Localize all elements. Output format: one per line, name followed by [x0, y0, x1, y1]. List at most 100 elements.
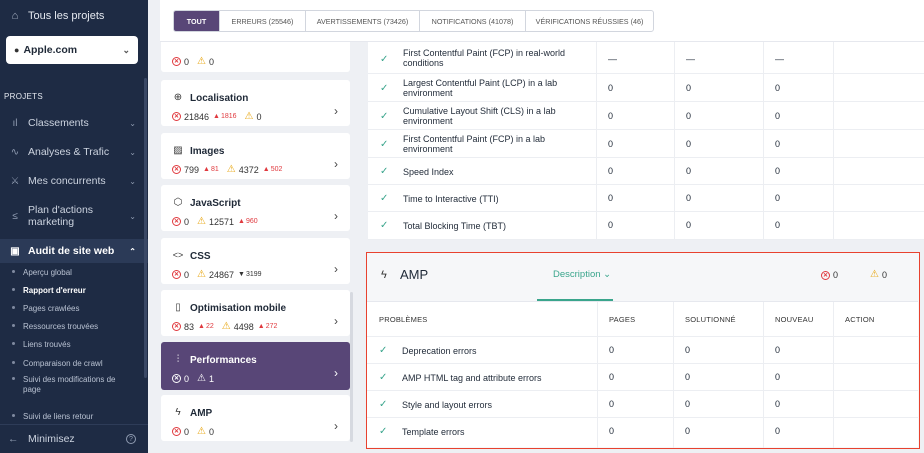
- category-css[interactable]: <> CSS ✕ 0 ⚠ 24867 ▼ 3199 ›: [161, 238, 350, 284]
- warning-icon: ⚠: [197, 269, 206, 280]
- sub-label: Pages crawlées: [23, 304, 80, 313]
- nav-concurrents[interactable]: ⚔ Mes concurrents ⌄: [0, 170, 148, 192]
- error-delta: 81: [210, 166, 219, 173]
- sub-suivi-liens[interactable]: Suivi de liens retour: [0, 412, 148, 422]
- category-localisation[interactable]: ⊕ Localisation ✕ 21846 ▲ 1816 ⚠ 0 ›: [161, 80, 350, 126]
- chevron-down-icon: ⌄: [129, 118, 136, 128]
- nav-classements[interactable]: ıl Classements ⌄: [0, 112, 148, 134]
- amp-warning-count: ⚠ 0: [870, 269, 887, 280]
- tab-tout[interactable]: TOUT: [174, 11, 220, 31]
- new-value: 0: [775, 166, 781, 176]
- tab-notifications[interactable]: NOTIFICATIONS (41078): [420, 11, 526, 31]
- error-count: 799: [184, 164, 200, 175]
- description-toggle[interactable]: Description ⌄: [553, 269, 611, 280]
- warning-count: 0: [208, 56, 214, 67]
- error-icon: ✕: [172, 165, 181, 174]
- check-circle-icon: ✓: [379, 399, 388, 410]
- sub-liens[interactable]: Liens trouvés: [0, 340, 148, 350]
- solved-value: 0: [686, 111, 692, 121]
- category-performances[interactable]: ⫶ Performances ✕ 0 ⚠ 1 ›: [161, 342, 350, 390]
- nav-audit[interactable]: ▣ Audit de site web ⌃: [0, 239, 148, 263]
- new-value: 0: [775, 426, 781, 436]
- category-mobile[interactable]: ▯ Optimisation mobile ✕ 83 ▲ 22 ⚠ 4498 ▲ 272…: [161, 290, 350, 336]
- category-scrollbar[interactable]: [350, 292, 353, 442]
- error-icon: ✕: [172, 112, 181, 121]
- globe-icon: ⊕: [173, 92, 183, 103]
- sub-suivi-modifs[interactable]: Suivi des modifications de page: [0, 375, 130, 395]
- warning-icon: ⚠: [870, 269, 879, 280]
- sub-ressources[interactable]: Ressources trouvées: [0, 322, 148, 332]
- table-row[interactable]: ✓ Cumulative Layout Shift (CLS) in a lab…: [368, 102, 924, 130]
- nav-plan-actions[interactable]: ≤ Plan d'actions marketing ⌄: [0, 201, 148, 231]
- filter-bar: TOUT ERREURS (25546) AVERTISSEMENTS (734…: [160, 0, 924, 42]
- column-divider: [597, 302, 598, 448]
- error-count: 0: [184, 216, 190, 227]
- issue-label: First Contentful Paint (FCP) in real-wor…: [403, 48, 566, 68]
- header-pages[interactable]: PAGES: [609, 315, 636, 324]
- table-row[interactable]: ✓ Total Blocking Time (TBT) 0 0 0: [368, 212, 924, 240]
- sub-label: Liens trouvés: [23, 340, 71, 349]
- tab-erreurs[interactable]: ERREURS (25546): [220, 11, 306, 31]
- all-projects-link[interactable]: ⌂ Tous les projets: [0, 0, 148, 32]
- nav-analyses[interactable]: ∿ Analyses & Trafic ⌄: [0, 141, 148, 163]
- category-partial[interactable]: ✕ 0 ⚠ 0: [161, 42, 350, 72]
- warning-delta: 272: [265, 323, 278, 330]
- table-row[interactable]: ✓ Template errors 0 0 0: [367, 417, 918, 445]
- tab-avertissements[interactable]: AVERTISSEMENTS (73426): [306, 11, 420, 31]
- table-row[interactable]: ✓ First Contentful Paint (FCP) in real-w…: [368, 42, 924, 74]
- error-icon: ✕: [172, 57, 181, 66]
- category-stats: ✕ 0 ⚠ 1: [172, 373, 214, 384]
- increase-icon: ▲: [203, 166, 210, 173]
- warning-count: 12571: [208, 216, 235, 227]
- category-stats: ✕ 0 ⚠ 12571 ▲ 960: [172, 216, 258, 227]
- category-javascript[interactable]: ⬡ JavaScript ✕ 0 ⚠ 12571 ▲ 960 ›: [161, 185, 350, 231]
- chevron-down-icon: ⌄: [129, 211, 136, 221]
- check-circle-icon: ✓: [380, 139, 389, 150]
- check-circle-icon: ✓: [380, 111, 389, 122]
- category-name: JavaScript: [190, 198, 241, 209]
- minimize-label: Minimisez: [28, 433, 75, 445]
- check-circle-icon: ✓: [379, 372, 388, 383]
- table-row[interactable]: ✓ Deprecation errors 0 0 0: [367, 336, 918, 363]
- nav-label: Mes concurrents: [28, 175, 106, 187]
- table-row[interactable]: ✓ AMP HTML tag and attribute errors 0 0 …: [367, 363, 918, 390]
- header-new[interactable]: NOUVEAU: [775, 315, 814, 324]
- pages-value: 0: [609, 426, 615, 436]
- error-icon: ✕: [172, 217, 181, 226]
- error-icon: ✕: [172, 270, 181, 279]
- header-problems[interactable]: PROBLÈMES: [379, 315, 428, 324]
- help-icon[interactable]: ?: [126, 434, 136, 444]
- error-icon: ✕: [821, 270, 830, 280]
- pages-value: 0: [608, 111, 614, 121]
- table-row[interactable]: ✓ Style and layout errors 0 0 0: [367, 390, 918, 417]
- bullet-icon: [12, 324, 15, 328]
- amp-header: ϟ AMP Description ⌄ ✕ 0 ⚠ 0: [367, 253, 918, 301]
- sub-rapport[interactable]: Rapport d'erreur: [0, 286, 148, 296]
- increase-icon: ▲: [238, 218, 245, 225]
- solved-value: 0: [686, 83, 692, 93]
- category-images[interactable]: ▨ Images ✕ 799 ▲ 81 ⚠ 4372 ▲ 502 ›: [161, 133, 350, 179]
- issue-label: Largest Contentful Paint (LCP) in a lab …: [403, 78, 558, 98]
- sub-apercu[interactable]: Aperçu global: [0, 268, 148, 278]
- sub-pages[interactable]: Pages crawlées: [0, 304, 148, 314]
- site-selector[interactable]: ● Apple.com ⌄: [6, 36, 138, 64]
- category-stats: ✕ 0 ⚠ 0: [172, 426, 214, 437]
- table-row[interactable]: ✓ Time to Interactive (TTI) 0 0 0: [368, 185, 924, 212]
- sliders-icon: ⫶: [176, 354, 180, 365]
- header-solved[interactable]: SOLUTIONNÉ: [685, 315, 736, 324]
- bullet-icon: [12, 342, 15, 346]
- table-row[interactable]: ✓ First Contentful Paint (FCP) in a lab …: [368, 130, 924, 158]
- tab-verifications[interactable]: VÉRIFICATIONS RÉUSSIES (46): [535, 16, 644, 26]
- chevron-right-icon: ›: [334, 157, 338, 171]
- sidebar-scrollbar[interactable]: [144, 78, 147, 378]
- arrow-left-icon: ←: [8, 433, 19, 445]
- category-amp[interactable]: ϟ AMP ✕ 0 ⚠ 0 ›: [161, 395, 350, 441]
- minimize-button[interactable]: ← Minimisez ?: [0, 424, 148, 453]
- table-row[interactable]: ✓ Largest Contentful Paint (LCP) in a la…: [368, 74, 924, 102]
- sub-comparaison[interactable]: Comparaison de crawl: [0, 359, 148, 369]
- chevron-right-icon: ›: [334, 366, 338, 380]
- new-value: 0: [775, 372, 781, 382]
- amp-table: PROBLÈMES PAGES SOLUTIONNÉ NOUVEAU ACTIO…: [367, 301, 918, 448]
- code-icon: <>: [172, 250, 184, 260]
- table-row[interactable]: ✓ Speed Index 0 0 0: [368, 158, 924, 185]
